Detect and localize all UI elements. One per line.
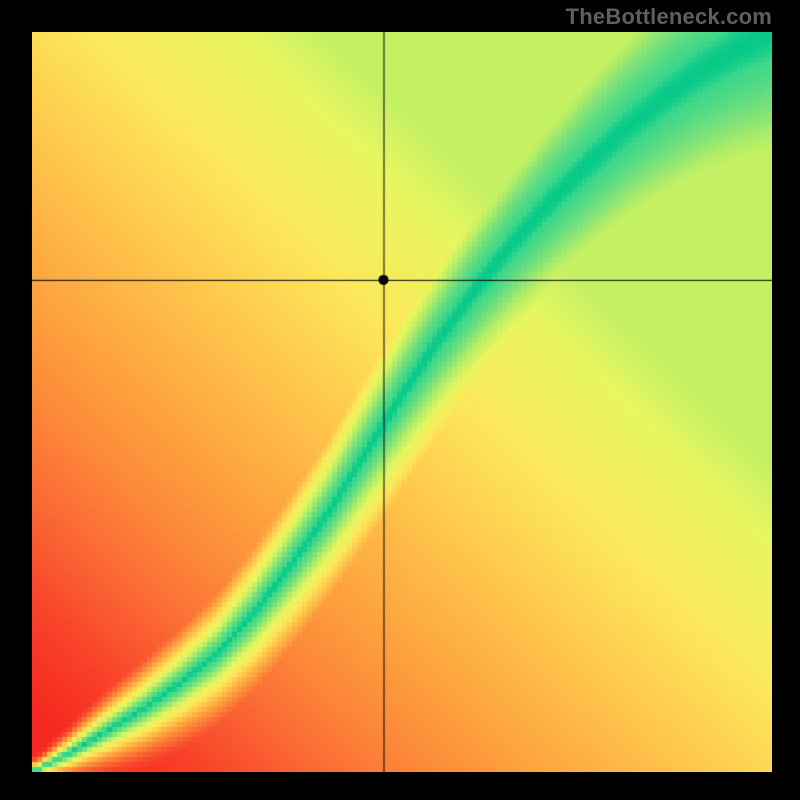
bottleneck-heatmap [32,32,772,772]
chart-container: TheBottleneck.com [0,0,800,800]
watermark-label: TheBottleneck.com [566,4,772,30]
